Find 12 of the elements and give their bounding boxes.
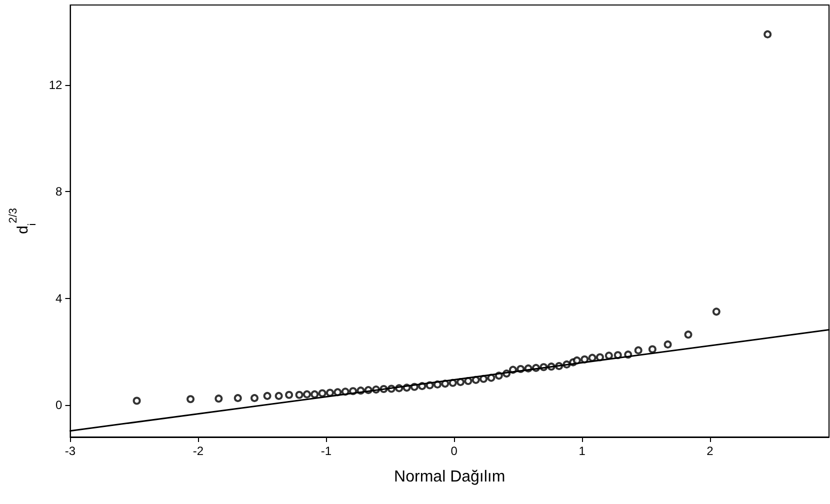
x-tick-label: -3 — [64, 444, 76, 458]
x-tick-label: -2 — [192, 444, 204, 458]
x-tick-label: 0 — [450, 444, 458, 458]
x-tick-label: -1 — [320, 444, 332, 458]
x-tick-label: 2 — [706, 444, 714, 458]
x-tick-label: 1 — [578, 444, 586, 458]
y-tick-label: 0 — [56, 398, 63, 412]
y-axis-title: di2/3 — [8, 208, 38, 234]
x-axis-title: Normal Dağılım — [394, 468, 506, 486]
y-tick-label: 4 — [56, 291, 63, 306]
y-tick-label: 12 — [48, 78, 63, 92]
y-tick-label: 8 — [56, 184, 63, 199]
